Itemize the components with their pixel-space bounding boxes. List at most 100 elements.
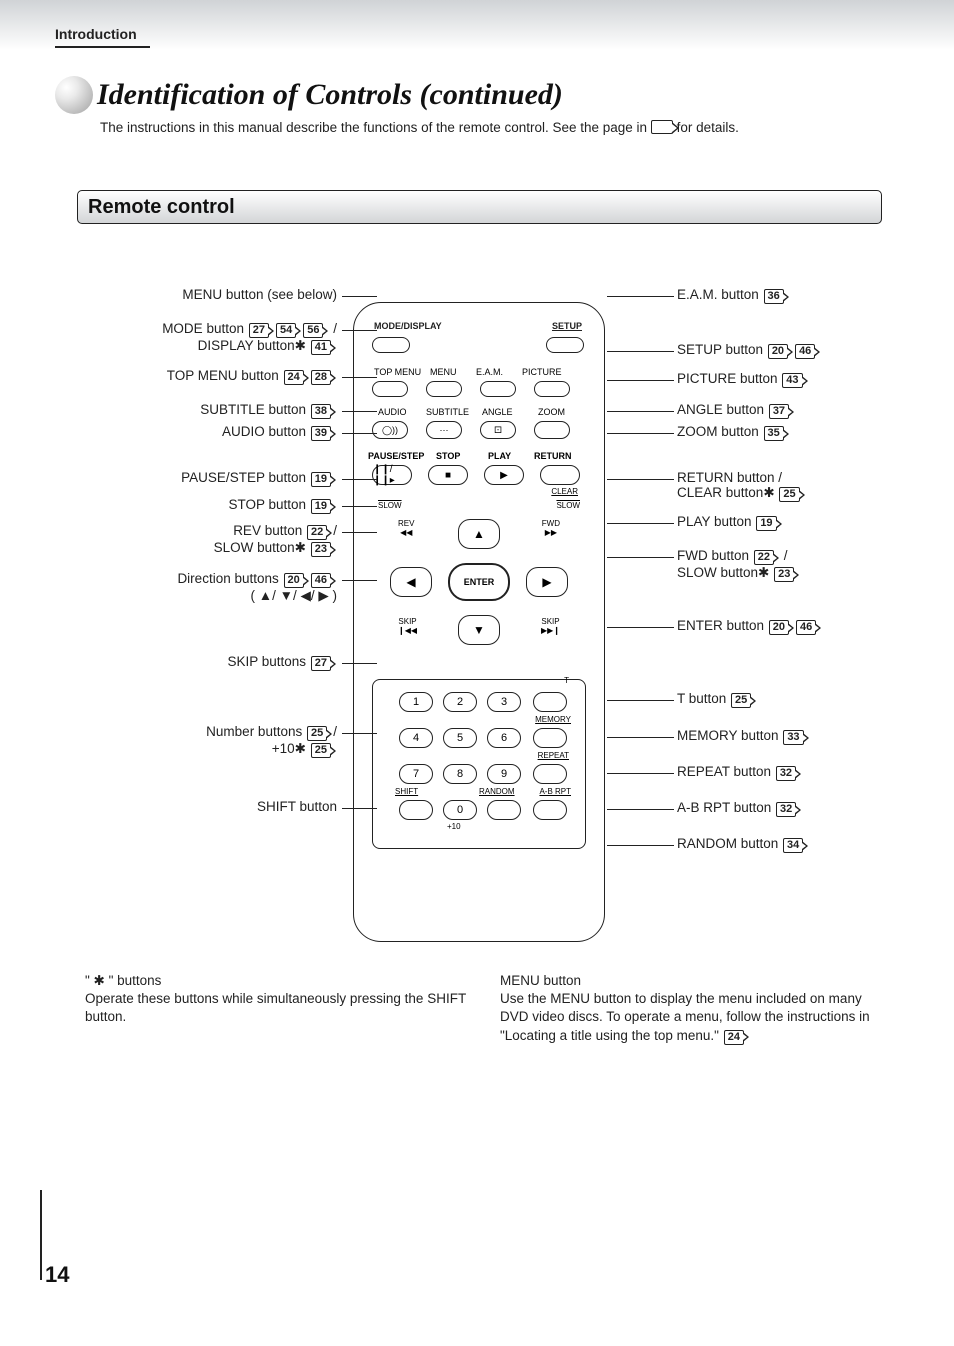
label-slow-left: SLOW — [378, 501, 402, 510]
header-gradient — [0, 0, 954, 50]
leader-line — [607, 627, 674, 628]
right-callout-12: A-B RPT button 32 — [677, 800, 802, 817]
leader-line — [342, 506, 377, 507]
footnote-star-body: Operate these buttons while simultaneous… — [85, 991, 466, 1024]
label-t: T — [564, 676, 569, 685]
page-ref-icon — [651, 120, 673, 134]
leader-line — [607, 557, 674, 558]
right-callout-7: FWD button 22 /SLOW button✱ 23 — [677, 548, 800, 582]
diagram: MODE/DISPLAY SETUP TOP MENU MENU E.A.M. … — [77, 264, 882, 964]
label-angle: ANGLE — [482, 407, 513, 417]
right-callout-13: RANDOM button 34 — [677, 836, 809, 853]
label-stop: STOP — [436, 451, 460, 461]
leader-line — [607, 773, 674, 774]
label-setup: SETUP — [552, 321, 582, 331]
label-memory: MEMORY — [535, 715, 571, 724]
number-pad: T 1 2 3 MEMORY 4 5 6 REPEAT 7 8 9 SHIFT … — [372, 679, 586, 849]
button-num-2: 2 — [443, 692, 477, 712]
button-repeat — [533, 764, 567, 784]
right-callout-0: E.A.M. button 36 — [677, 287, 790, 304]
section-underline — [55, 46, 150, 48]
button-num-1: 1 — [399, 692, 433, 712]
left-callout-9: SKIP buttons 27 — [227, 654, 337, 671]
leader-line — [607, 411, 674, 412]
title-row: Identification of Controls (continued) — [55, 76, 563, 114]
button-abrpt — [533, 800, 567, 820]
footnote-menu-body: Use the MENU button to display the menu … — [500, 991, 870, 1042]
left-callout-11: SHIFT button — [257, 799, 337, 814]
button-num-4: 4 — [399, 728, 433, 748]
left-callout-8: Direction buttons 2046( ▲/ ▼/ ◀/ ▶ ) — [177, 571, 337, 604]
button-setup — [546, 337, 584, 353]
button-enter: ENTER — [448, 563, 510, 601]
button-num-0: 0 — [443, 800, 477, 820]
label-audio: AUDIO — [378, 407, 407, 417]
label-topmenu: TOP MENU — [374, 367, 421, 377]
right-callout-10: MEMORY button 33 — [677, 728, 810, 745]
label-skip-right: SKIP ▶▶❙ — [541, 617, 560, 635]
leader-line — [342, 808, 377, 809]
label-pause: PAUSE/STEP — [368, 451, 424, 461]
button-num-8: 8 — [443, 764, 477, 784]
button-play: ▶ — [484, 465, 524, 485]
label-skip-left: SKIP ❙◀◀ — [398, 617, 417, 635]
label-zoom: ZOOM — [538, 407, 565, 417]
sphere-icon — [55, 76, 93, 114]
leader-line — [342, 330, 377, 331]
left-callout-4: AUDIO button 39 — [222, 424, 337, 441]
button-dir-up: ▲ — [458, 519, 500, 549]
left-callout-3: SUBTITLE button 38 — [200, 402, 337, 419]
page-title: Identification of Controls (continued) — [97, 78, 563, 112]
label-mode-display: MODE/DISPLAY — [374, 321, 442, 331]
button-dir-left: ◀ — [390, 567, 432, 597]
left-callout-1: MODE button 275456 /DISPLAY button✱ 41 — [162, 321, 337, 355]
subtitle-after: for details. — [677, 120, 739, 135]
leader-line — [342, 733, 377, 734]
left-callout-7: REV button 22/SLOW button✱ 23 — [214, 523, 337, 557]
right-callout-6: PLAY button 19 — [677, 514, 783, 531]
label-fwd: FWD ▶▶ — [542, 519, 560, 537]
button-picture — [534, 381, 570, 397]
button-num-3: 3 — [487, 692, 521, 712]
right-callout-5: RETURN button /CLEAR button✱ 25 — [677, 470, 806, 502]
label-rev: REV ◀◀ — [398, 519, 414, 537]
label-eam: E.A.M. — [476, 367, 503, 377]
button-random — [487, 800, 521, 820]
button-topmenu — [372, 381, 408, 397]
subsection-card: Remote control — [77, 190, 882, 224]
subtitle: The instructions in this manual describe… — [100, 120, 739, 135]
leader-line — [607, 479, 674, 480]
button-eam — [480, 381, 516, 397]
right-callout-3: ANGLE button 37 — [677, 402, 795, 419]
leader-line — [342, 479, 377, 480]
footnotes: " ✱ " buttons Operate these buttons whil… — [85, 972, 885, 1045]
subtitle-before: The instructions in this manual describe… — [100, 120, 651, 135]
button-mode-display — [372, 337, 410, 353]
leader-line — [607, 433, 674, 434]
leader-line — [607, 523, 674, 524]
button-stop: ■ — [428, 465, 468, 485]
leader-line — [607, 700, 674, 701]
button-num-6: 6 — [487, 728, 521, 748]
leader-line — [342, 296, 377, 297]
leader-line — [342, 580, 377, 581]
label-menu: MENU — [430, 367, 457, 377]
label-plus10: +10 — [447, 822, 461, 831]
button-num-7: 7 — [399, 764, 433, 784]
leader-line — [607, 737, 674, 738]
label-play: PLAY — [488, 451, 511, 461]
leader-line — [607, 380, 674, 381]
label-slow-right: SLOW — [556, 501, 580, 510]
right-callout-8: ENTER button 2046 — [677, 618, 822, 635]
button-t — [533, 692, 567, 712]
footnote-menu: MENU button Use the MENU button to displ… — [500, 972, 885, 1045]
leader-line — [607, 845, 674, 846]
right-callout-1: SETUP button 2046 — [677, 342, 821, 359]
label-subtitle: SUBTITLE — [426, 407, 469, 417]
leader-line — [342, 411, 377, 412]
footnote-menu-title: MENU button — [500, 973, 581, 988]
label-picture: PICTURE — [522, 367, 562, 377]
button-audio: ◯)) — [372, 421, 408, 439]
button-subtitle: ⋯ — [426, 421, 462, 439]
button-pause: ❙❙/❙❙▸ — [372, 465, 412, 485]
